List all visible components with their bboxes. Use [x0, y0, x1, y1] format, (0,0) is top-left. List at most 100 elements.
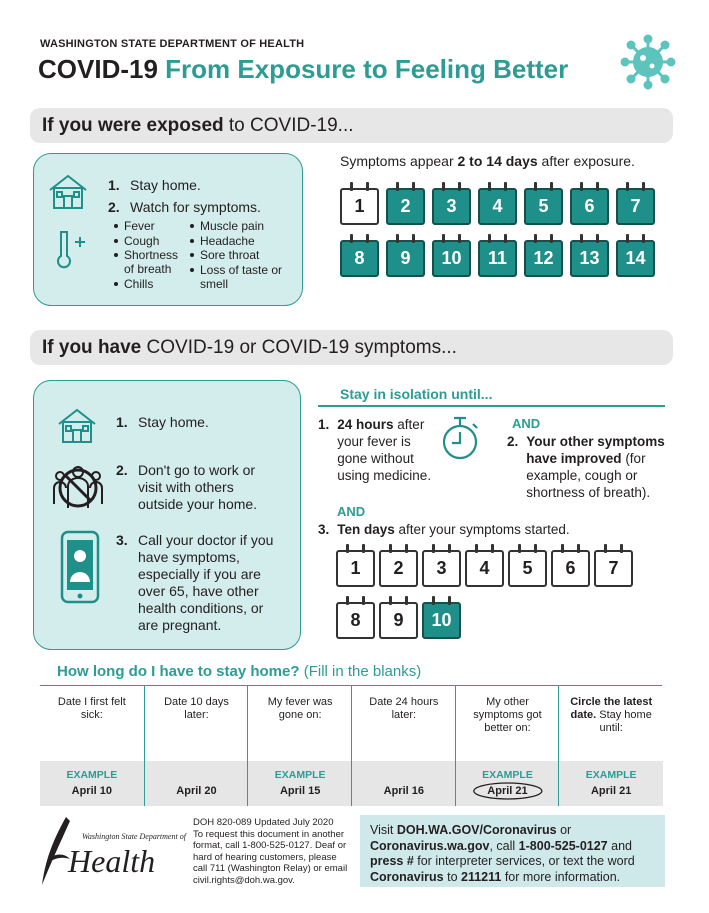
text-segment: DOH.WA.GOV/Coronavirus	[396, 823, 557, 837]
text-segment: Coronavirus.wa.gov	[370, 838, 490, 853]
example-cell: April 16	[352, 761, 456, 806]
step: 3. Call your doctor if you have symptoms,…	[116, 532, 281, 634]
step-number: 3.	[116, 532, 128, 548]
text-segment: to COVID-19...	[223, 115, 354, 136]
section-heading: If you have COVID-19 or COVID-19 symptom…	[30, 330, 673, 365]
heading-text: If you have COVID-19 or COVID-19 symptom…	[42, 337, 457, 359]
table-column: My other symptoms got better on: EXAMPLE A…	[454, 686, 560, 806]
calendar-day: 9	[379, 596, 418, 639]
condition-number: 2.	[507, 434, 519, 449]
column-header: My other symptoms got better on:	[462, 696, 554, 735]
condition-text: 24 hours after your fever is gone withou…	[337, 416, 443, 484]
text-segment: Ten days	[337, 522, 395, 537]
sick-panel	[33, 380, 301, 650]
text-segment: Stay home until:	[596, 709, 655, 734]
example-value: April 21	[590, 785, 632, 797]
calendar-day: 6	[570, 182, 609, 225]
calendar-10: 1 2 3 4 5 6 7 8 9 10	[336, 544, 666, 640]
symptom: Sore throat	[188, 248, 288, 262]
table-title: How long do I have to stay home? (Fill i…	[57, 663, 421, 680]
text-segment: press #	[370, 854, 414, 868]
example-label: EXAMPLE	[585, 769, 637, 781]
table-column: Circle the latest date. Stay home until:…	[558, 686, 663, 806]
step-number: 2.	[116, 462, 128, 478]
text-segment: after your symptoms started.	[394, 522, 570, 537]
example-value: April 15	[279, 785, 321, 797]
calendar-day: 2	[386, 182, 425, 225]
access-info: To request this document in another form…	[193, 828, 348, 886]
calendar-day: 12	[524, 234, 563, 277]
text-segment: to	[443, 869, 462, 884]
fill-table: Date I first felt sick: EXAMPLE April 10 Da…	[40, 685, 663, 806]
example-value: April 20	[176, 785, 217, 797]
example-value: April 16	[383, 785, 424, 797]
calendar-day: 8	[340, 234, 379, 277]
step: 1. Stay home.	[108, 177, 288, 193]
text-segment: (for example, cough or shortness of brea…	[526, 451, 651, 500]
example-label: EXAMPLE	[482, 769, 533, 781]
column-header: Circle the latest date. Stay home until:	[565, 696, 657, 735]
calendar-day: 8	[336, 596, 375, 639]
text-segment: Your other symptoms have improved	[526, 434, 669, 466]
contact-box: Visit DOH.WA.GOV/Coronavirus or Coronavi…	[360, 815, 665, 887]
logo-small: Washington State Department of	[82, 832, 186, 841]
calendar-day: 9	[386, 234, 425, 277]
text-segment: (Fill in the blanks)	[299, 663, 422, 680]
text-segment: From Exposure to Feeling Better	[165, 54, 569, 84]
text-segment: How long do I have to stay home?	[57, 663, 300, 680]
symptoms-left: Fever Cough Shortness of breath Chills	[112, 219, 188, 291]
text-segment: If you have	[42, 337, 142, 358]
text-segment: My fever was gone on:	[267, 696, 336, 721]
text-segment: Date I first felt sick:	[57, 696, 129, 721]
step-text: Call your doctor if you have symptoms, e…	[138, 532, 274, 633]
calendar-day: 5	[508, 544, 547, 587]
symptoms-right: Muscle pain Headache Sore throat Loss of ta…	[188, 219, 288, 291]
virus-icon	[620, 34, 676, 90]
house-icon	[58, 408, 96, 443]
symptom: Headache	[188, 234, 288, 248]
example-label: EXAMPLE	[66, 769, 118, 781]
symptom: Chills	[112, 277, 188, 291]
logo-big: Health	[68, 843, 156, 879]
calendar-day: 11	[478, 234, 517, 277]
table-column: Date I first felt sick: EXAMPLE April 10	[40, 686, 144, 806]
condition: 3. Ten days after your symptoms started.	[318, 521, 668, 538]
thermometer-icon	[57, 231, 85, 269]
symptoms-appear: Symptoms appear 2 to 14 days after expos…	[340, 153, 635, 169]
example-cell: EXAMPLE April 21	[455, 761, 560, 806]
text-segment: Circle the latest date.	[570, 696, 656, 721]
calendar-14: 1 2 3 4 5 6 7 8 9 10 11 12 13 14	[340, 182, 670, 288]
text-segment: , call	[489, 838, 519, 853]
example-value: April 21	[487, 785, 528, 797]
symptom: Fever	[112, 219, 188, 233]
and-label: AND	[512, 416, 541, 431]
text-segment: Visit	[370, 823, 397, 837]
symptom: Loss of taste or smell	[188, 263, 288, 291]
text-segment: or	[556, 823, 575, 837]
no-contact-icon	[53, 466, 103, 508]
text-segment: Date 24 hours later:	[369, 696, 442, 721]
doc-id: DOH 820-089 Updated July 2020	[193, 817, 334, 828]
logo	[42, 817, 70, 885]
step-number: 1.	[116, 414, 128, 430]
section-heading: If you were exposed to COVID-19...	[30, 108, 673, 143]
condition-number: 3.	[318, 522, 330, 537]
calendar-day: 14	[616, 234, 655, 277]
clock-icon	[442, 416, 478, 460]
step-number: 1.	[108, 177, 120, 193]
condition: 2. Your other symptoms have improved (for…	[507, 433, 672, 501]
calendar-day: 3	[432, 182, 471, 225]
calendar-day: 7	[616, 182, 655, 225]
symptom: Cough	[112, 234, 188, 248]
calendar-day: 4	[478, 182, 517, 225]
text-segment: If you were exposed	[42, 115, 224, 136]
phone-icon	[60, 530, 100, 604]
text-segment: and	[607, 838, 636, 853]
calendar-day: 6	[551, 544, 590, 587]
calendar-day: 1	[336, 544, 375, 587]
step-text: Don't go to work or visit with others ou…	[138, 462, 258, 512]
calendar-day: 7	[594, 544, 633, 587]
calendar-day: 2	[379, 544, 418, 587]
and-label: AND	[337, 504, 366, 519]
